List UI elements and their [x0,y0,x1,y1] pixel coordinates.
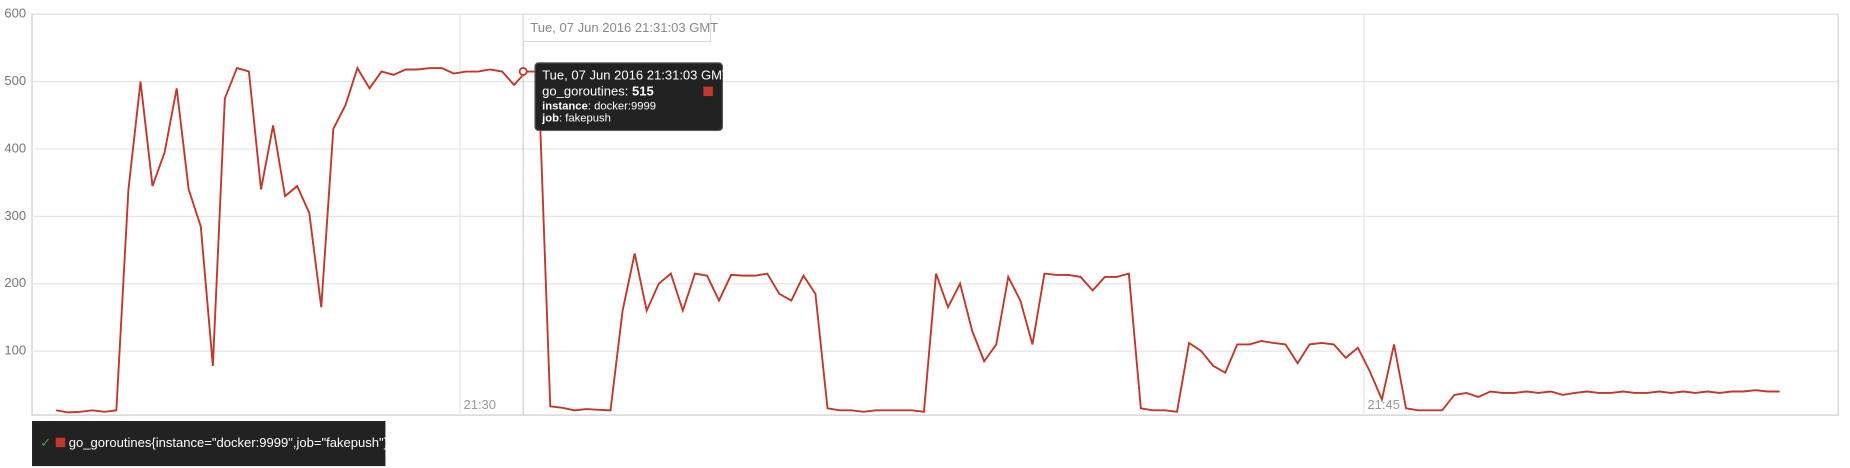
series-line [55,65,1780,414]
legend-check[interactable]: ✓ [40,435,51,450]
y-tick-label: 300 [4,208,26,223]
y-tick-label: 600 [4,6,26,21]
legend-swatch [55,437,66,448]
hover-time: Tue, 07 Jun 2016 21:31:03 GMT [530,20,718,35]
tooltip-time: Tue, 07 Jun 2016 21:31:03 GMT [542,67,730,82]
hover-time-box [522,13,712,43]
label-value: fakepush [565,113,611,125]
separator: : [588,101,594,113]
label-value: docker:9999 [594,101,656,113]
label-key: instance [542,101,588,113]
y-tick-label: 100 [4,343,26,358]
y-tick-label: 500 [4,73,26,88]
plot-area [31,13,1839,416]
tooltip-metric: go_goroutines: 515 [542,84,654,99]
x-tick-label: 21:45 [1367,397,1400,412]
label-key: job [541,113,559,125]
metric-name: go_goroutines [542,84,625,99]
tooltip-label: job: fakepush [541,113,611,125]
tooltip-swatch [703,86,713,97]
legend [32,421,386,467]
tooltip-label: instance: docker:9999 [542,101,656,113]
y-tick-label: 400 [4,140,26,155]
x-tick-label: 21:30 [463,397,496,412]
tooltip [534,62,723,132]
legend-label[interactable]: go_goroutines{instance="docker:9999",job… [69,435,389,450]
hover-point [518,67,528,76]
separator: : [559,113,565,125]
metric-value: 515 [632,84,654,99]
y-tick-label: 200 [4,275,26,290]
separator: : [625,84,632,99]
